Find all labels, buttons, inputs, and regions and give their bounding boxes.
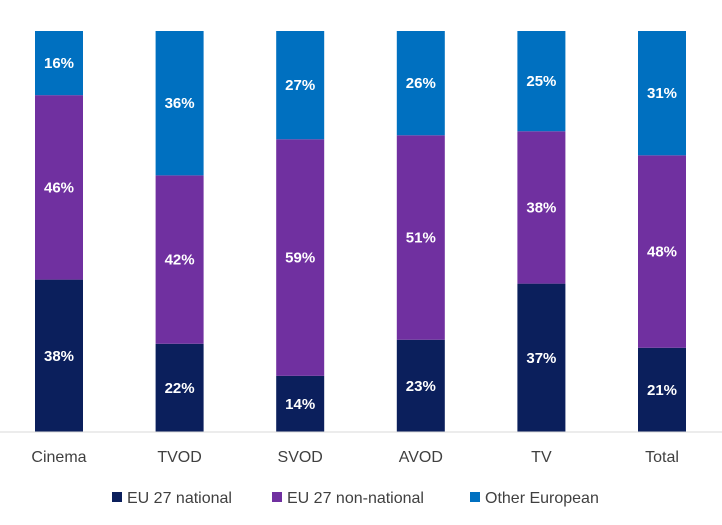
- bar-segment-tv-series-1: [517, 131, 566, 284]
- data-label-svod-series-2: 27%: [285, 77, 315, 94]
- bars-group: 38% 46% 16% 22% 42% 36% 14% 59% 27% 23% 51% 26% 37% 3…: [35, 31, 686, 432]
- data-label-avod-series-1: 51%: [406, 230, 436, 247]
- data-label-svod-series-0: 14%: [285, 396, 315, 413]
- data-label-total-series-0: 21%: [647, 382, 677, 399]
- category-label-tv: TV: [531, 449, 552, 466]
- category-label-cinema: Cinema: [31, 449, 86, 466]
- legend-swatch-series-0: [112, 492, 122, 502]
- data-label-avod-series-2: 26%: [406, 75, 436, 92]
- legend-swatch-series-1: [272, 492, 282, 502]
- legend-label-series-2: Other European: [485, 490, 599, 507]
- bar-segment-svod-series-1: [276, 139, 325, 376]
- legend-label-series-1: EU 27 non-national: [287, 490, 424, 507]
- data-label-tv-series-1: 38%: [526, 199, 556, 216]
- data-label-tvod-series-0: 22%: [165, 380, 195, 397]
- bar-segment-tv-series-0: [517, 283, 566, 432]
- bar-segment-tvod-series-1: [155, 175, 204, 344]
- bar-segment-cinema-series-2: [35, 31, 83, 96]
- data-label-cinema-series-0: 38%: [44, 348, 74, 365]
- data-label-avod-series-0: 23%: [406, 378, 436, 395]
- data-label-svod-series-1: 59%: [285, 250, 315, 267]
- data-label-tvod-series-2: 36%: [165, 95, 195, 112]
- data-label-cinema-series-1: 46%: [44, 179, 74, 196]
- bar-segment-avod-series-2: [396, 31, 445, 136]
- bar-segment-total-series-0: [638, 347, 686, 432]
- bar-segment-total-series-2: [638, 31, 686, 156]
- bar-segment-total-series-1: [638, 155, 686, 348]
- bar-segment-svod-series-2: [276, 31, 325, 140]
- category-label-avod: AVOD: [399, 449, 443, 466]
- bar-segment-cinema-series-0: [35, 279, 83, 432]
- data-label-tvod-series-1: 42%: [165, 252, 195, 269]
- data-label-tv-series-2: 25%: [526, 73, 556, 90]
- data-label-total-series-1: 48%: [647, 244, 677, 261]
- bar-segment-cinema-series-1: [35, 95, 83, 280]
- legend: EU 27 national EU 27 non-national Other Eu…: [112, 490, 599, 507]
- data-label-cinema-series-2: 16%: [44, 55, 74, 72]
- bar-segment-avod-series-0: [396, 339, 445, 432]
- data-label-total-series-2: 31%: [647, 85, 677, 102]
- bar-segment-svod-series-0: [276, 375, 325, 432]
- bar-segment-avod-series-1: [396, 135, 445, 340]
- category-label-svod: SVOD: [278, 449, 323, 466]
- category-label-total: Total: [645, 449, 679, 466]
- category-labels: Cinema TVOD SVOD AVOD TV Total: [31, 449, 678, 466]
- data-label-tv-series-0: 37%: [526, 350, 556, 367]
- legend-swatch-series-2: [470, 492, 480, 502]
- bar-segment-tvod-series-2: [155, 31, 204, 176]
- category-label-tvod: TVOD: [157, 449, 201, 466]
- legend-label-series-0: EU 27 national: [127, 490, 232, 507]
- bar-segment-tv-series-2: [517, 31, 566, 132]
- bar-segment-tvod-series-0: [155, 343, 204, 432]
